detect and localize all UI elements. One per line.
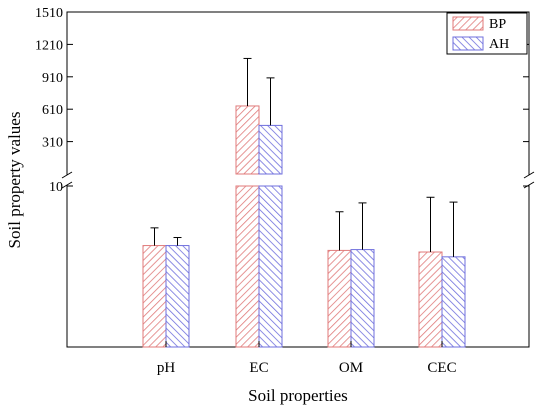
y-axis-label: Soil property values bbox=[5, 112, 24, 249]
bar-ah-ph bbox=[165, 245, 190, 348]
x-ticks-layer: pH EC OM CEC bbox=[157, 341, 457, 376]
y-tick-label: 310 bbox=[42, 136, 63, 151]
x-tick-label-cec: CEC bbox=[427, 360, 456, 376]
axis-break-mark bbox=[61, 181, 73, 189]
axis-break-gap bbox=[0, 175, 550, 185]
y-tick-label: 1210 bbox=[35, 38, 63, 53]
y-tick-label: 910 bbox=[42, 71, 63, 86]
x-tick-label-om: OM bbox=[339, 360, 363, 376]
legend-swatch-ah bbox=[452, 36, 484, 51]
bar-ah-cec bbox=[441, 256, 466, 348]
bar-bp-cec bbox=[418, 251, 443, 348]
bar-ah-ec-lower bbox=[258, 185, 283, 348]
bar-bp-ec-lower bbox=[235, 185, 260, 348]
bar-bp-ec-upper bbox=[235, 105, 260, 175]
bar-ah-om bbox=[350, 249, 375, 348]
legend: BP AH bbox=[446, 12, 528, 55]
x-tick-label-ph: pH bbox=[157, 360, 176, 376]
y-tick-label: 610 bbox=[42, 103, 63, 118]
axis-break-mark bbox=[61, 171, 73, 179]
axis-break bbox=[0, 12, 550, 347]
y-ticks-layer: 10 310 610 910 1210 1510 bbox=[35, 6, 529, 195]
error-bars-layer bbox=[150, 57, 458, 257]
y-tick-label: 1510 bbox=[35, 6, 63, 21]
axis-break-mark bbox=[523, 181, 535, 189]
bar-ah-ec-upper bbox=[258, 124, 283, 175]
x-tick-label-ec: EC bbox=[249, 360, 268, 376]
axis-break-mark bbox=[523, 171, 535, 179]
bar-bp-ph bbox=[142, 245, 167, 348]
bar-bp-om bbox=[327, 249, 352, 348]
bars-layer bbox=[142, 105, 466, 348]
x-axis-label: Soil properties bbox=[248, 386, 348, 405]
legend-label-ah: AH bbox=[489, 37, 509, 52]
legend-label-bp: BP bbox=[489, 17, 506, 32]
legend-swatch-bp bbox=[452, 16, 484, 31]
y-tick-label: 10 bbox=[49, 180, 63, 195]
